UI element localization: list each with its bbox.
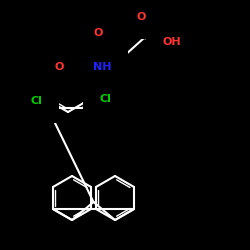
Text: O: O xyxy=(93,28,103,38)
Text: NH: NH xyxy=(93,62,111,72)
Text: O: O xyxy=(136,12,146,22)
Text: Cl: Cl xyxy=(30,96,42,106)
Text: O: O xyxy=(54,62,64,72)
Text: Cl: Cl xyxy=(100,94,112,104)
Text: OH: OH xyxy=(163,37,181,47)
